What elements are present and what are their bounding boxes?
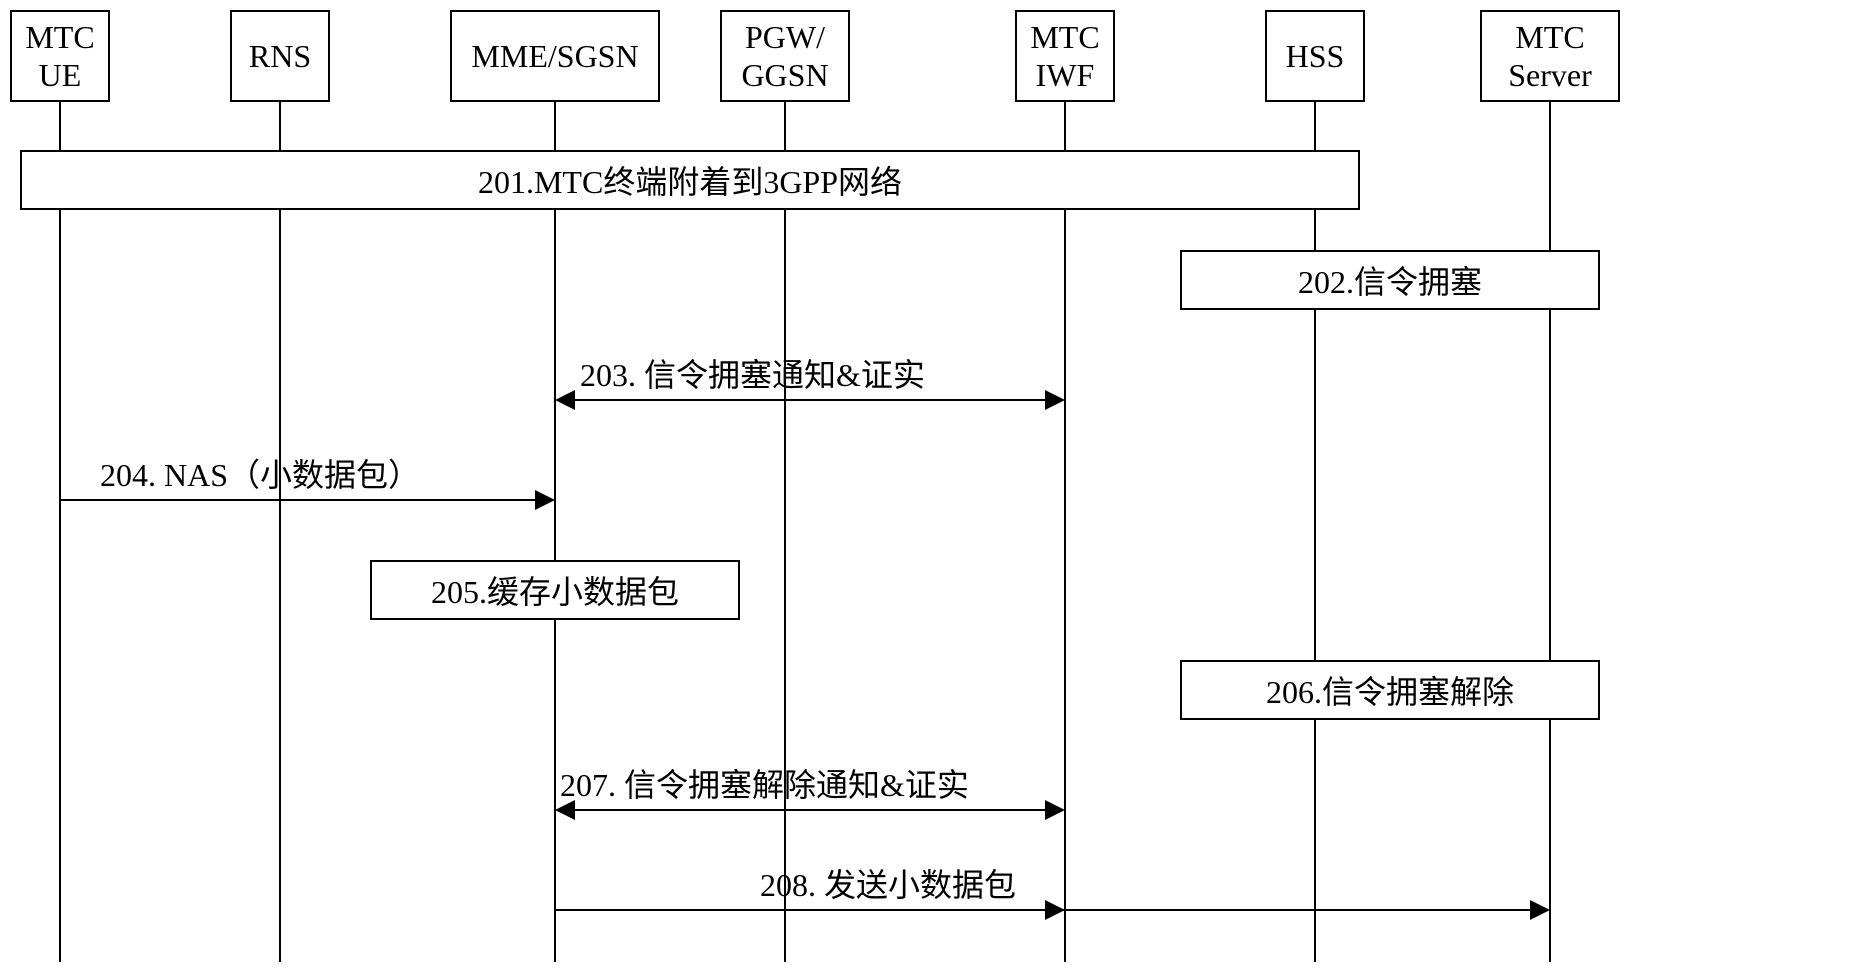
step-203-arrow xyxy=(575,399,1045,401)
actor-rns: RNS xyxy=(230,10,330,102)
step-204-label: 204. NAS（小数据包） xyxy=(100,450,420,496)
step-207-label: 207. 信令拥塞解除通知&证实 xyxy=(560,760,969,806)
actor-mtc-ue-label: MTC UE xyxy=(25,18,94,95)
actor-mtc-server-label: MTC Server xyxy=(1508,18,1592,95)
step-206-box: 206.信令拥塞解除 xyxy=(1180,660,1600,720)
step-205-text: 205.缓存小数据包 xyxy=(431,567,679,613)
actor-mtc-iwf: MTC IWF xyxy=(1015,10,1115,102)
step-208-arrow-end-head xyxy=(1530,900,1550,920)
lifeline-mtc-server xyxy=(1549,102,1551,962)
step-203-label: 203. 信令拥塞通知&证实 xyxy=(580,350,925,396)
step-207-arrow-left-head xyxy=(555,800,575,820)
lifeline-mtc-iwf xyxy=(1064,102,1066,962)
step-208-label: 208. 发送小数据包 xyxy=(760,860,1016,906)
actor-pgw-ggsn-label: PGW/ GGSN xyxy=(741,18,828,95)
lifeline-mme-sgsn xyxy=(554,102,556,962)
lifeline-pgw-ggsn xyxy=(784,102,786,962)
step-204-arrow xyxy=(60,499,535,501)
lifeline-hss xyxy=(1314,102,1316,962)
step-201-text: 201.MTC终端附着到3GPP网络 xyxy=(478,157,902,203)
step-203-arrow-left-head xyxy=(555,390,575,410)
actor-mtc-iwf-label: MTC IWF xyxy=(1030,18,1099,95)
step-207-arrow-right-head xyxy=(1045,800,1065,820)
actor-mtc-server: MTC Server xyxy=(1480,10,1620,102)
step-206-text: 206.信令拥塞解除 xyxy=(1266,667,1514,713)
lifeline-mtc-ue xyxy=(59,102,61,962)
step-202-text: 202.信令拥塞 xyxy=(1298,257,1482,303)
actor-rns-label: RNS xyxy=(249,37,311,75)
sequence-diagram: MTC UE RNS MME/SGSN PGW/ GGSN MTC IWF HS… xyxy=(0,0,1859,974)
actor-hss-label: HSS xyxy=(1286,37,1345,75)
step-202-box: 202.信令拥塞 xyxy=(1180,250,1600,310)
step-204-arrow-head xyxy=(535,490,555,510)
step-208-arrow xyxy=(555,909,1530,911)
step-203-arrow-right-head xyxy=(1045,390,1065,410)
lifeline-rns xyxy=(279,102,281,962)
actor-mtc-ue: MTC UE xyxy=(10,10,110,102)
step-201-box: 201.MTC终端附着到3GPP网络 xyxy=(20,150,1360,210)
step-205-box: 205.缓存小数据包 xyxy=(370,560,740,620)
actor-hss: HSS xyxy=(1265,10,1365,102)
actor-pgw-ggsn: PGW/ GGSN xyxy=(720,10,850,102)
step-207-arrow xyxy=(575,809,1045,811)
actor-mme-sgsn-label: MME/SGSN xyxy=(471,37,638,75)
step-208-arrow-mid-head xyxy=(1045,900,1065,920)
actor-mme-sgsn: MME/SGSN xyxy=(450,10,660,102)
